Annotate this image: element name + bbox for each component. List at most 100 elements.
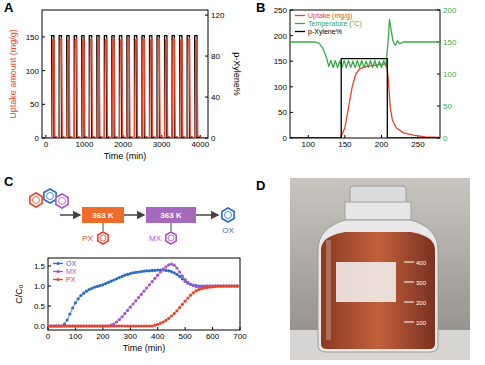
molecule-icon xyxy=(30,193,42,207)
series-marker xyxy=(162,268,165,271)
series-marker xyxy=(93,286,96,289)
series-marker xyxy=(85,324,88,327)
series-marker xyxy=(85,290,88,293)
series-marker xyxy=(216,284,219,287)
y2-tick xyxy=(205,138,208,139)
x-tick xyxy=(344,135,345,138)
series-marker xyxy=(164,269,167,272)
plot-frame xyxy=(42,10,208,138)
series-marker xyxy=(214,284,217,287)
reactor xyxy=(146,207,196,223)
series-marker xyxy=(96,285,99,288)
series-marker xyxy=(222,284,225,287)
molecule-ring xyxy=(225,212,232,219)
series-marker xyxy=(162,320,165,323)
series-marker xyxy=(63,324,66,327)
y-tick-label: 0 xyxy=(283,134,288,143)
x-tick-label: 200 xyxy=(375,140,389,149)
panel-letter: B xyxy=(256,0,265,15)
series-line xyxy=(48,286,240,326)
bottle-body xyxy=(318,220,438,352)
series-marker xyxy=(167,317,170,320)
series-marker xyxy=(145,286,148,289)
graduation-label: 400 xyxy=(416,260,427,266)
series-marker xyxy=(205,286,208,289)
output-label: PX xyxy=(82,234,93,243)
series-marker xyxy=(170,270,173,273)
series-marker xyxy=(211,284,214,287)
series-marker xyxy=(74,324,77,327)
legend-swatch xyxy=(53,263,63,264)
series-marker xyxy=(109,280,112,283)
x-tick-label: 600 xyxy=(206,332,220,341)
y-axis-title: C/C₀ xyxy=(14,284,24,303)
legend-label: OX xyxy=(66,260,76,267)
series-marker xyxy=(175,273,178,276)
series-marker xyxy=(214,285,217,288)
series-marker xyxy=(151,280,154,283)
x-tick-label: 250 xyxy=(411,140,425,149)
series-marker xyxy=(131,271,134,274)
series-marker xyxy=(219,284,222,287)
series-marker xyxy=(156,268,159,271)
y2-tick-label: 50 xyxy=(443,102,452,111)
x-axis-title: Time (min) xyxy=(104,151,147,161)
legend-label: Uptake (mg/g) xyxy=(308,12,352,20)
y2-tick xyxy=(437,10,440,11)
series-marker xyxy=(109,324,112,327)
y-tick-label: 0.5 xyxy=(34,302,46,311)
series-marker xyxy=(173,264,176,267)
series-marker xyxy=(145,269,148,272)
series-marker xyxy=(159,322,162,325)
series-marker xyxy=(77,324,80,327)
graduation-line xyxy=(404,262,414,263)
y2-tick-label: 40 xyxy=(211,93,220,102)
series-marker xyxy=(184,278,187,281)
series-marker xyxy=(225,284,228,287)
series-marker xyxy=(71,324,74,327)
series-marker xyxy=(126,324,129,327)
series-marker xyxy=(178,270,181,273)
series-marker xyxy=(137,296,140,299)
series-marker xyxy=(77,324,80,327)
series-marker xyxy=(192,291,195,294)
plot-frame xyxy=(48,258,240,330)
series-marker xyxy=(60,324,63,327)
series-marker xyxy=(66,324,69,327)
series-marker xyxy=(82,324,85,327)
series-marker xyxy=(90,287,93,290)
series-marker xyxy=(164,265,167,268)
y2-tick-label: 0 xyxy=(211,134,216,143)
y-tick xyxy=(290,35,293,36)
graduation-label: 100 xyxy=(416,320,427,326)
series-marker xyxy=(52,324,55,327)
series-marker xyxy=(68,324,71,327)
y2-tick-label: 200 xyxy=(443,6,457,15)
glass-highlight xyxy=(326,240,331,340)
scheme: 363 K363 KPXMXOX xyxy=(30,189,235,244)
molecule-icon xyxy=(98,232,108,244)
series-marker xyxy=(49,324,52,327)
molecule-ring xyxy=(168,235,174,241)
legend-label: Temperature (°C) xyxy=(308,20,362,28)
series-marker xyxy=(148,269,151,272)
series-marker xyxy=(88,288,91,291)
series-marker xyxy=(197,285,200,288)
series-marker xyxy=(118,318,121,321)
series-marker xyxy=(219,284,222,287)
series-marker xyxy=(118,276,121,279)
series-marker xyxy=(219,284,222,287)
reactor-label: 363 K xyxy=(160,211,182,220)
series-marker xyxy=(236,284,239,287)
series-marker xyxy=(123,324,126,327)
x-tick xyxy=(240,327,241,330)
series-marker xyxy=(192,284,195,287)
series-marker xyxy=(60,324,63,327)
legend: Uptake (mg/g)Temperature (°C)p-Xylene% xyxy=(295,12,362,36)
series-marker xyxy=(134,299,137,302)
y2-tick-label: 100 xyxy=(443,70,457,79)
legend-marker xyxy=(56,270,59,273)
series-marker xyxy=(145,324,148,327)
y2-tick xyxy=(205,56,208,57)
y-tick xyxy=(48,286,51,287)
